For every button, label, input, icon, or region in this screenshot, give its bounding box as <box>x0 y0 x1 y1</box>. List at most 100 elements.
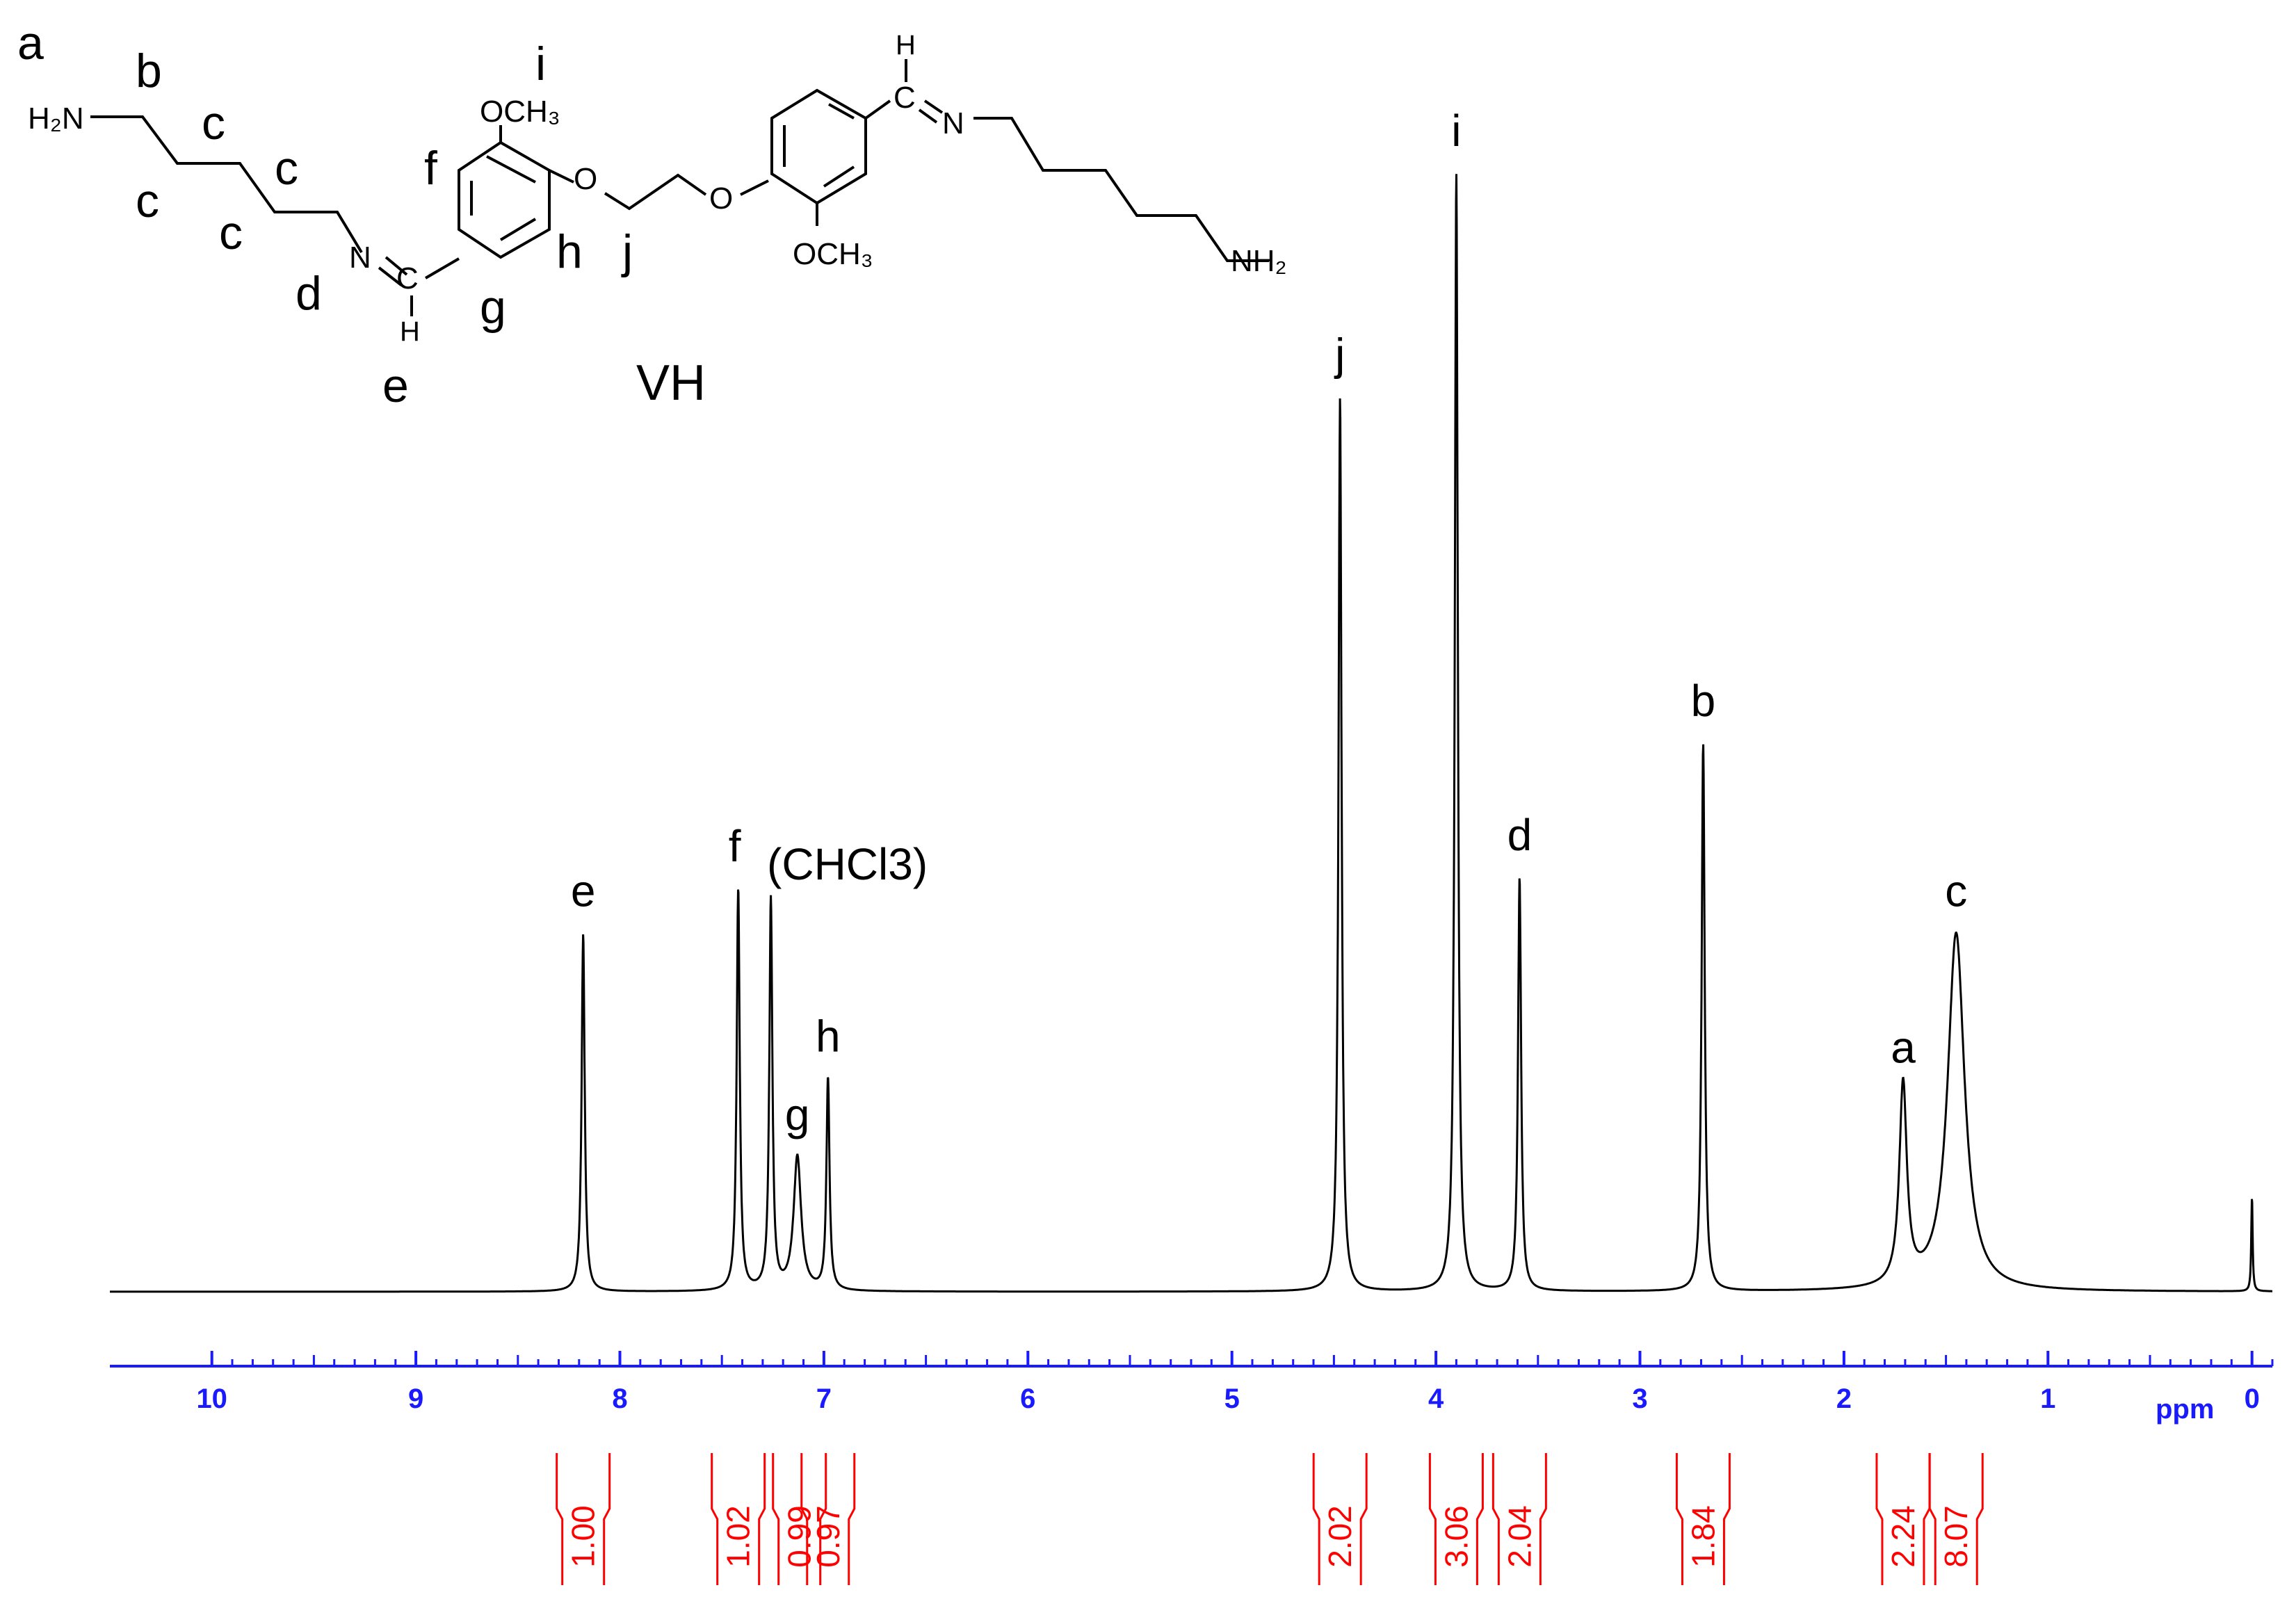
axis-tick-label: 5 <box>1224 1384 1240 1414</box>
struct-label-c1: c <box>202 97 225 149</box>
right-benzene-ring <box>770 88 867 205</box>
c-left: C <box>396 261 419 295</box>
right-hexyl-chain <box>973 117 1269 262</box>
integral-region: 2.02 <box>1312 1453 1368 1585</box>
struct-label-c4: c <box>219 206 243 259</box>
axis-tick-label: 9 <box>408 1384 423 1414</box>
left-imine-single <box>385 256 408 276</box>
integral-region: 0.99 <box>772 1453 827 1585</box>
peak-label-e: e <box>571 866 596 916</box>
och3-bottom: OCH₃ <box>793 237 873 271</box>
integral-value: 2.02 <box>1322 1505 1358 1568</box>
left-ring-inner-1 <box>486 155 536 184</box>
integral-value: 3.06 <box>1438 1505 1474 1568</box>
integral-region: 1.02 <box>711 1453 766 1585</box>
struct-label-g: g <box>480 281 506 334</box>
integral-region: 1.00 <box>556 1453 611 1585</box>
axis-tick-label: 7 <box>816 1384 832 1414</box>
struct-label-a: a <box>17 17 44 70</box>
peak-label-a: a <box>1891 1023 1916 1073</box>
peak-label-b: b <box>1691 676 1716 726</box>
o-left: O <box>574 162 597 196</box>
peak-label-g: g <box>785 1089 810 1139</box>
peak-label-h: h <box>816 1012 841 1062</box>
axis-tick-label: 4 <box>1428 1384 1444 1414</box>
integral-value: 1.02 <box>720 1505 757 1568</box>
integral-bracket <box>772 1453 827 1585</box>
peak-label-chcl3: (CHCl3) <box>767 839 928 889</box>
right-ring-inner-2 <box>828 103 855 120</box>
integral-bracket <box>711 1453 766 1585</box>
axis-tick-label: 3 <box>1632 1384 1647 1414</box>
integral-bracket <box>1312 1453 1368 1585</box>
ethylene-bridge <box>604 173 707 211</box>
peak-label-c: c <box>1945 866 1967 916</box>
struct-label-h: h <box>556 225 583 278</box>
structure-text: H₂N N C H OCH₃ O O OCH₃ H C N NH₂ VH a b… <box>17 17 1287 412</box>
integral-value: 2.04 <box>1501 1505 1537 1568</box>
left-imine-double <box>378 266 403 286</box>
integral-value: 0.99 <box>782 1505 818 1568</box>
axis-tick-label: 6 <box>1020 1384 1035 1414</box>
integral-region: 3.06 <box>1428 1453 1484 1585</box>
integral-bracket <box>1428 1453 1484 1585</box>
right-ring-inner-3 <box>823 165 855 188</box>
nh2-right: NH₂ <box>1231 244 1287 278</box>
struct-label-f: f <box>424 142 437 195</box>
nmr-spectrum-trace <box>110 174 2272 1293</box>
struct-label-c2: c <box>275 142 298 195</box>
axis-tick-label: 10 <box>196 1384 227 1414</box>
struct-label-i: i <box>535 38 546 90</box>
integral-bracket <box>1675 1453 1731 1585</box>
struct-label-b: b <box>136 44 162 97</box>
integral-region: 0.97 <box>800 1453 856 1585</box>
integral-value: 8.07 <box>1938 1505 1974 1568</box>
peak-label-i: i <box>1451 106 1461 156</box>
struct-label-e: e <box>382 359 409 412</box>
integral-value: 1.84 <box>1685 1505 1721 1568</box>
h2n-left: H₂N <box>28 102 84 136</box>
axis-tick-label: 0 <box>2245 1384 2260 1414</box>
integral-bracket <box>1928 1453 1984 1585</box>
h-left: H <box>400 316 420 347</box>
och3-top: OCH₃ <box>480 95 560 129</box>
integral-bracket <box>800 1453 856 1585</box>
left-hexyl-chain <box>90 115 363 254</box>
integral-value: 0.97 <box>810 1505 846 1568</box>
axis-unit-label: ppm <box>2156 1394 2214 1425</box>
right-ether-bond <box>740 179 769 196</box>
axis-tick-label: 8 <box>612 1384 627 1414</box>
integral-region: 2.24 <box>1875 1453 1931 1585</box>
integral-region: 1.84 <box>1675 1453 1731 1585</box>
integral-regions: 1.00 1.02 0.990.97 2.02 3.06 2.04 1.84 2.24 8.07 <box>556 1453 1984 1585</box>
axis-tick-label: 2 <box>1836 1384 1852 1414</box>
integral-region: 8.07 <box>1928 1453 1984 1585</box>
integral-value: 2.24 <box>1885 1505 1921 1568</box>
left-ch-to-ring <box>424 257 460 279</box>
peak-labels: e f (CHCl3) gh j i d b a c <box>571 106 1967 1139</box>
n-left: N <box>349 241 371 275</box>
left-ring-inner-2 <box>499 218 537 241</box>
right-imine-double <box>918 108 938 124</box>
integral-region: 2.04 <box>1491 1453 1547 1585</box>
peak-label-d: d <box>1507 810 1533 860</box>
left-ether-bond <box>549 169 574 184</box>
struct-label-c3: c <box>136 175 159 227</box>
o-right: O <box>709 181 733 216</box>
struct-label-j: j <box>621 225 633 278</box>
integral-value: 1.00 <box>565 1505 601 1568</box>
h-right: H <box>896 30 916 60</box>
n-right: N <box>942 106 964 140</box>
right-imine-single <box>923 99 944 114</box>
chemical-structure <box>90 59 1269 316</box>
peak-label-j: j <box>1334 330 1345 380</box>
c-right: C <box>894 81 916 115</box>
right-ch-to-ring <box>864 99 891 120</box>
integral-bracket <box>556 1453 611 1585</box>
integral-bracket <box>1491 1453 1547 1585</box>
compound-name: VH <box>636 355 706 411</box>
peak-label-f: f <box>729 821 741 871</box>
axis-tick-label: 1 <box>2040 1384 2055 1414</box>
ppm-axis: 10 9 8 7 6 5 4 3 2 1 0 <box>110 1351 2274 1414</box>
